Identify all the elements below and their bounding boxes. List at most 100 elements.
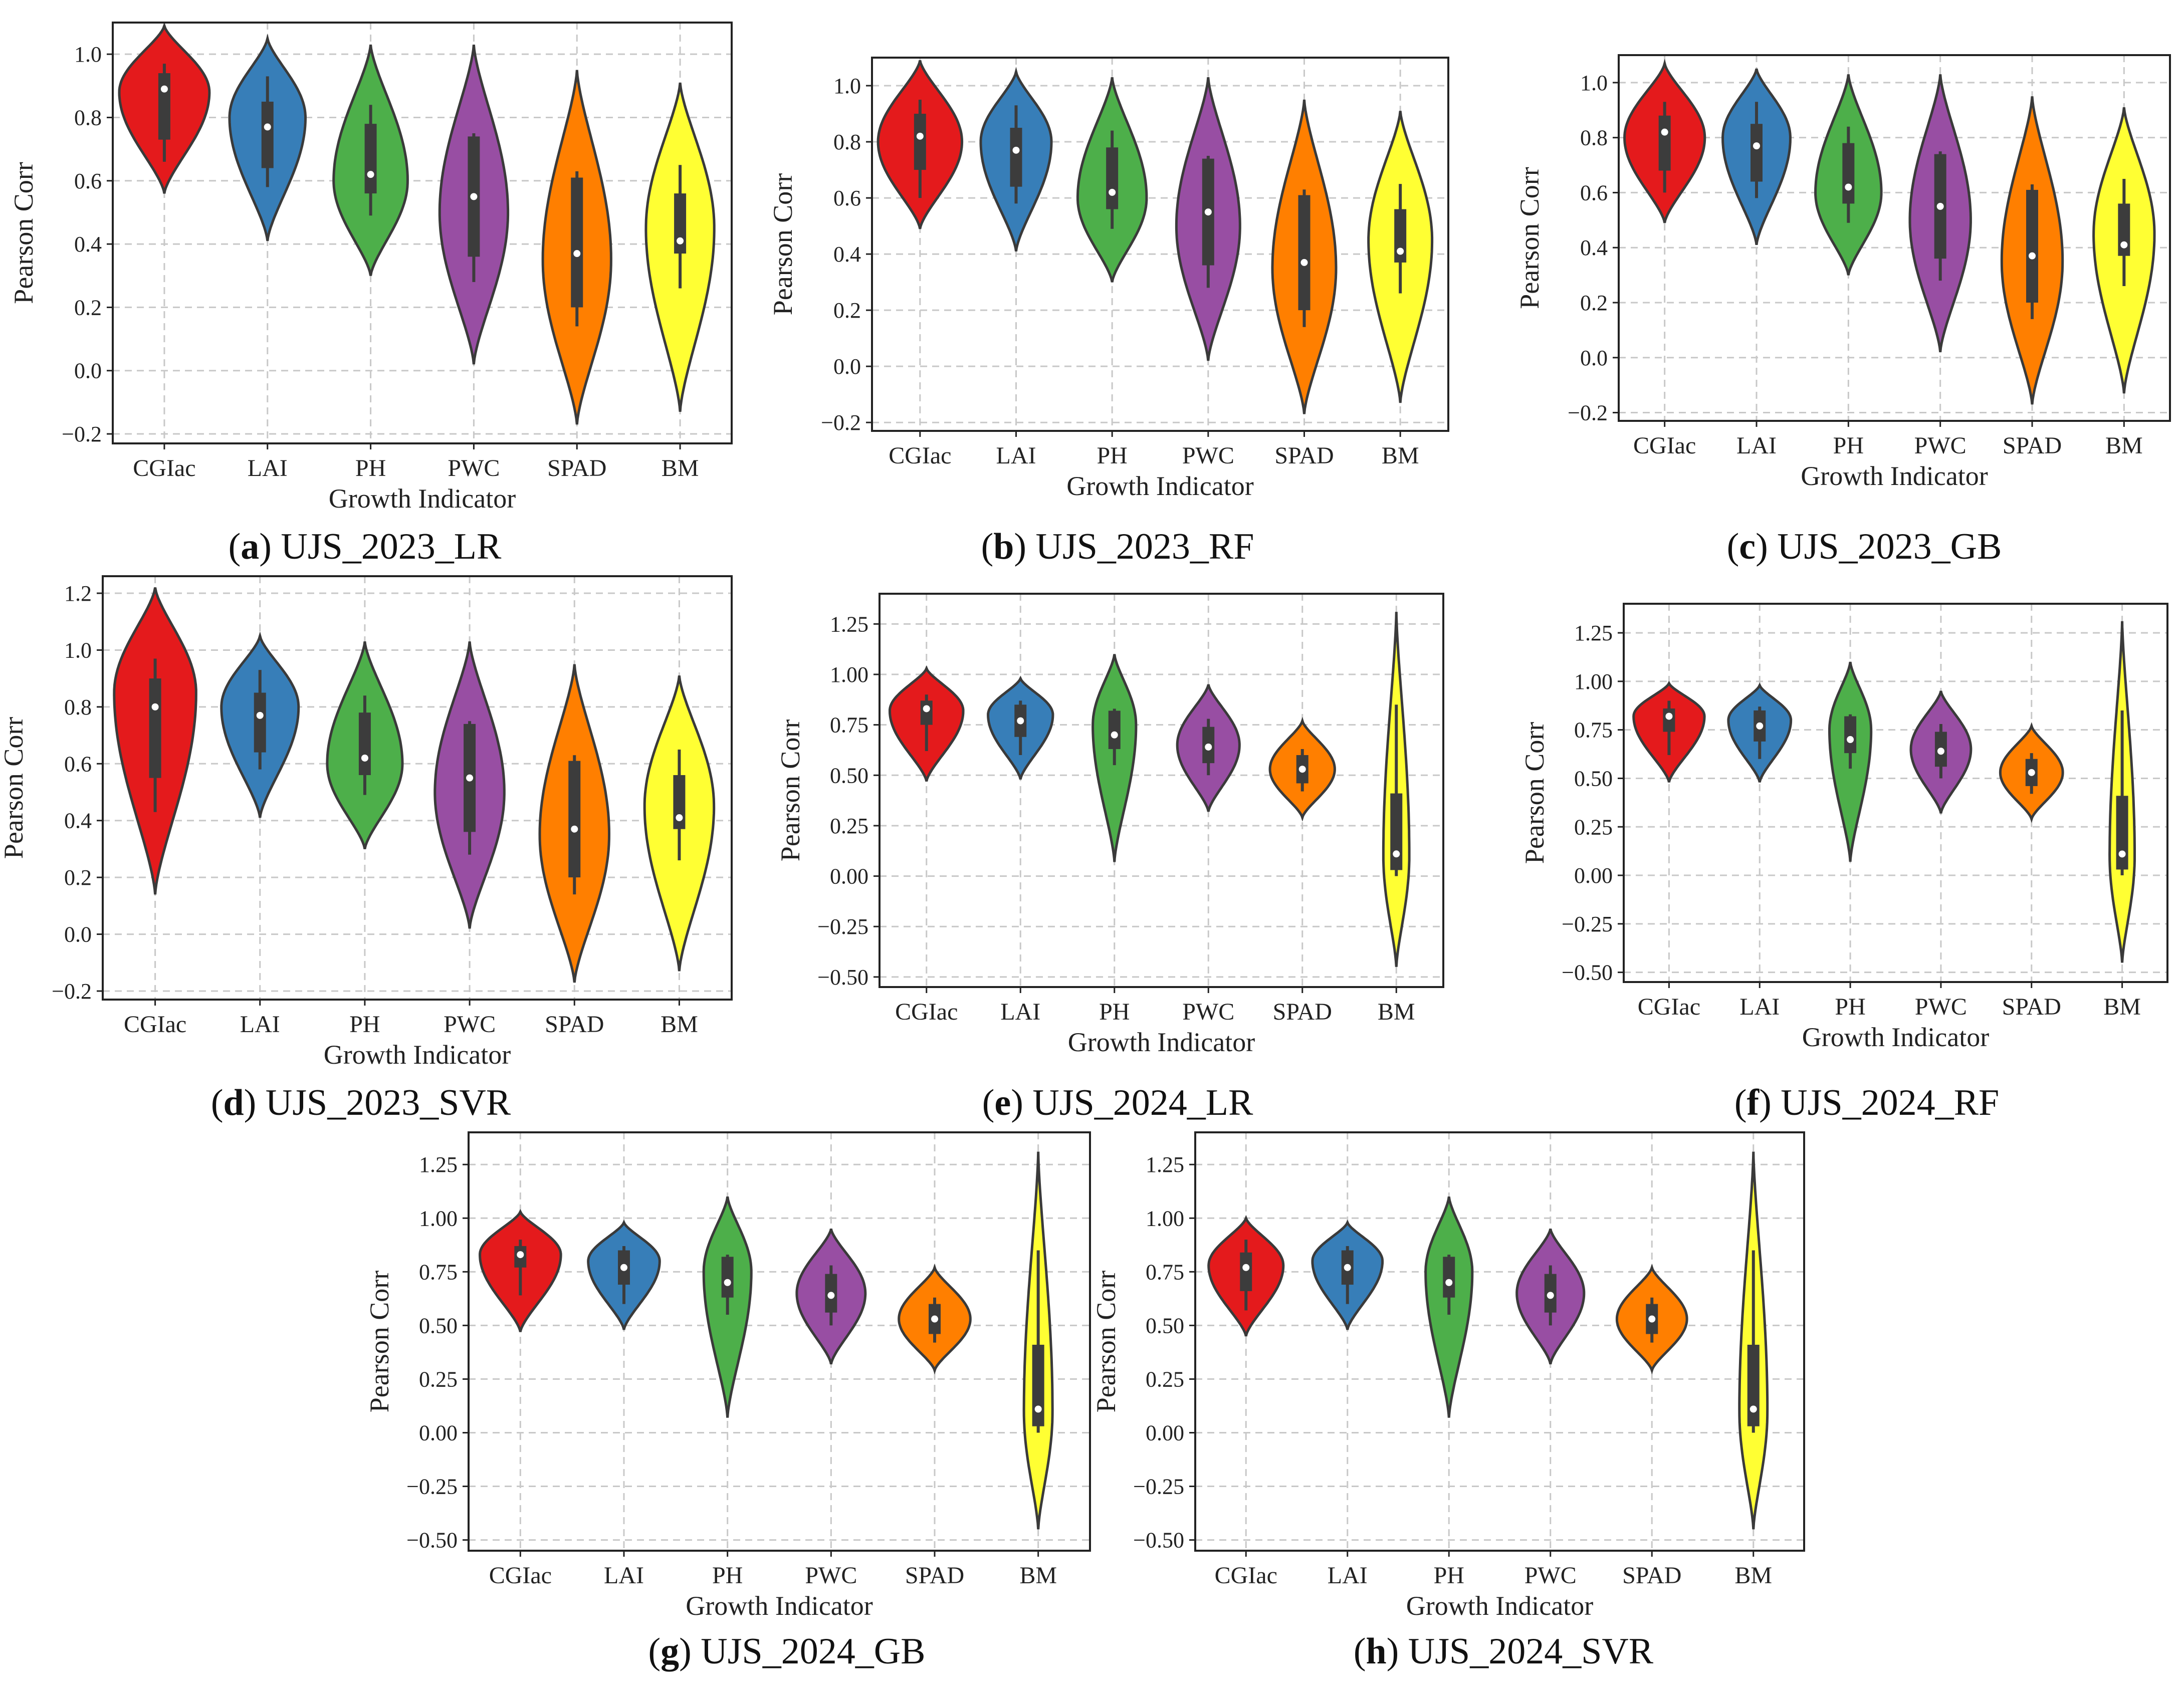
y-tick-label: 0.00 xyxy=(1146,1420,1184,1445)
x-tick-label: LAI xyxy=(1739,994,1780,1020)
y-tick-label: 0.00 xyxy=(830,864,868,889)
x-tick-label: CGIac xyxy=(1633,432,1696,459)
y-tick-label: 1.00 xyxy=(419,1206,458,1231)
x-tick-label: LAI xyxy=(248,455,288,481)
iqr-box-bm xyxy=(1390,793,1403,870)
panel-b: 1.0 0.8 0.6 0.4 0.2 0.0 −0.2 CGIac LAI PH PWC SPAD B… xyxy=(768,57,1449,567)
iqr-box-spad xyxy=(1298,195,1311,311)
x-tick-label: SPAD xyxy=(1273,999,1332,1025)
y-tick-label: 0.4 xyxy=(833,242,861,267)
median-dot-ph xyxy=(1847,736,1854,744)
y-tick-label: 0.6 xyxy=(64,752,92,776)
panel-a: 1.0 0.8 0.6 0.4 0.2 0.0 −0.2 CGIac LAI PH PWC SPAD B… xyxy=(9,22,733,567)
median-dot-lai xyxy=(264,123,271,131)
x-tick-label: SPAD xyxy=(2002,994,2061,1020)
panel-caption: (g) UJS_2024_GB xyxy=(648,1631,926,1672)
y-tick-label: 0.6 xyxy=(74,169,102,193)
x-tick-label: BM xyxy=(1382,442,1419,469)
y-tick-label: 0.2 xyxy=(1580,291,1608,315)
plot-frame xyxy=(879,593,1444,988)
x-tick-label: PH xyxy=(1097,442,1127,469)
median-dot-cgiac xyxy=(160,85,168,93)
y-tick-label: 0.75 xyxy=(1146,1260,1184,1284)
median-dot-ph xyxy=(1445,1279,1453,1286)
y-tick-label: 0.8 xyxy=(74,105,102,130)
y-tick-label: 0.8 xyxy=(64,695,92,719)
iqr-box-cgiac xyxy=(920,700,933,725)
median-dot-lai xyxy=(1017,717,1024,724)
x-axis-label: Growth Indicator xyxy=(1066,471,1253,501)
x-tick-label: BM xyxy=(662,455,699,481)
y-tick-label: 0.4 xyxy=(74,232,102,257)
x-tick-label: CGIac xyxy=(1215,1562,1277,1589)
panel-caption: (d) UJS_2023_SVR xyxy=(211,1082,511,1123)
x-tick-label: LAI xyxy=(240,1011,280,1038)
y-tick-label: 0.75 xyxy=(419,1260,458,1284)
x-tick-label: BM xyxy=(2103,994,2141,1020)
y-tick-label: 0.50 xyxy=(419,1313,458,1338)
y-axis-label: Pearson Corr xyxy=(0,717,29,859)
x-tick-label: PH xyxy=(1434,1562,1464,1589)
panel-caption: (e) UJS_2024_LR xyxy=(982,1082,1253,1123)
median-dot-ph xyxy=(1111,731,1118,739)
median-dot-pwc xyxy=(827,1292,835,1299)
y-tick-label: 0.2 xyxy=(74,295,102,320)
median-dot-pwc xyxy=(466,774,474,782)
iqr-box-ph xyxy=(1443,1257,1455,1298)
x-tick-label: PH xyxy=(1835,994,1865,1020)
median-dot-pwc xyxy=(470,193,478,200)
y-tick-label: 0.0 xyxy=(833,354,861,379)
x-tick-label: SPAD xyxy=(2003,432,2062,459)
x-tick-label: LAI xyxy=(1328,1562,1368,1589)
median-dot-lai xyxy=(1344,1264,1351,1271)
x-tick-label: PH xyxy=(1099,999,1130,1025)
y-tick-label: 0.4 xyxy=(1580,235,1608,260)
median-dot-cgiac xyxy=(1661,128,1668,136)
iqr-box-bm xyxy=(1032,1344,1044,1426)
median-dot-cgiac xyxy=(916,132,924,140)
median-dot-cgiac xyxy=(517,1251,524,1259)
panel-e: 1.25 1.00 0.75 0.50 0.25 0.00 −0.25 −0.50 CGIac L… xyxy=(775,593,1444,1123)
panel-d: 1.2 1.0 0.8 0.6 0.4 0.2 0.0 −0.2 CGIac LAI PH PWC SP… xyxy=(0,575,733,1123)
median-dot-spad xyxy=(2028,769,2035,776)
y-tick-label: −0.2 xyxy=(62,422,102,446)
y-tick-label: 0.6 xyxy=(833,186,861,210)
y-tick-label: −0.25 xyxy=(1562,912,1613,936)
median-dot-cgiac xyxy=(1665,712,1673,720)
iqr-box-bm xyxy=(674,193,687,254)
x-tick-label: CGIac xyxy=(489,1562,552,1589)
y-tick-label: 0.75 xyxy=(1574,718,1613,743)
panel-caption: (f) UJS_2024_RF xyxy=(1734,1082,1999,1123)
y-tick-label: 1.00 xyxy=(830,662,868,687)
median-dot-cgiac xyxy=(1242,1264,1250,1271)
iqr-box-ph xyxy=(1842,143,1855,204)
median-dot-ph xyxy=(361,754,368,762)
y-tick-label: 0.0 xyxy=(64,922,92,947)
iqr-box-cgiac xyxy=(1240,1252,1252,1291)
y-tick-label: 0.4 xyxy=(64,809,92,833)
y-tick-label: 0.2 xyxy=(833,298,861,323)
plot-frame xyxy=(1623,603,2168,983)
iqr-box-ph xyxy=(364,124,377,194)
y-tick-label: 1.25 xyxy=(1146,1152,1184,1177)
y-tick-label: 1.2 xyxy=(64,581,92,606)
iqr-box-ph xyxy=(358,712,371,775)
iqr-box-lai xyxy=(1010,128,1022,187)
x-tick-label: PWC xyxy=(448,455,500,481)
y-tick-label: −0.50 xyxy=(1133,1528,1184,1553)
median-dot-lai xyxy=(1753,142,1760,150)
panel-caption: (c) UJS_2023_GB xyxy=(1727,526,2002,567)
x-tick-label: SPAD xyxy=(1274,442,1334,469)
iqr-box-cgiac xyxy=(149,678,161,778)
iqr-box-cgiac xyxy=(158,73,170,140)
median-dot-pwc xyxy=(1936,202,1944,210)
panel-h: 1.25 1.00 0.75 0.50 0.25 0.00 −0.25 −0.50 CGIac L… xyxy=(1091,1131,1805,1672)
median-dot-lai xyxy=(1012,146,1020,154)
median-dot-bm xyxy=(676,814,683,822)
y-tick-label: 0.50 xyxy=(1574,766,1613,791)
x-tick-label: SPAD xyxy=(545,1011,604,1038)
x-tick-label: SPAD xyxy=(1622,1562,1681,1589)
plot-frame xyxy=(1618,54,2171,422)
x-axis-label: Growth Indicator xyxy=(329,484,516,514)
iqr-box-lai xyxy=(254,692,266,753)
